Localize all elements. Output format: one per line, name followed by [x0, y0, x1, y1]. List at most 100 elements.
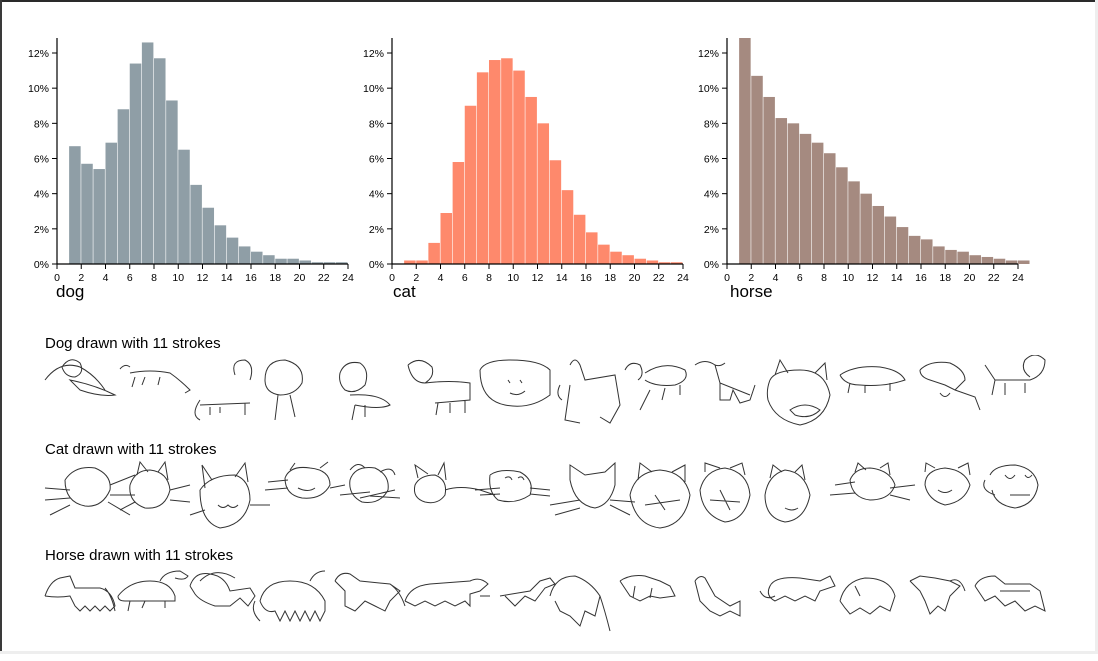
svg-text:0%: 0% — [34, 259, 49, 271]
svg-text:22: 22 — [988, 272, 1000, 284]
histogram-bar — [428, 242, 440, 264]
svg-text:0%: 0% — [704, 259, 719, 271]
histogram-bar — [489, 60, 501, 265]
histogram-bar — [1018, 260, 1030, 264]
histogram-bar — [921, 239, 933, 264]
svg-text:16: 16 — [245, 272, 257, 284]
histogram-bar — [622, 255, 634, 264]
dog-sketches — [44, 354, 1046, 426]
svg-text:12%: 12% — [698, 48, 719, 60]
svg-text:4%: 4% — [34, 189, 49, 201]
section-title-dog: Dog drawn with 11 strokes — [45, 335, 221, 352]
svg-text:24: 24 — [677, 272, 689, 284]
histogram-horse-svg: 0%2%4%6%8%10%12%0 2 4 6 8 10 12 14 16 18 20 22 24 — [698, 38, 1030, 284]
histogram-bar — [610, 251, 622, 264]
histogram-bar — [658, 262, 671, 264]
histogram-bar — [573, 214, 586, 264]
svg-text:14: 14 — [221, 272, 233, 284]
histogram-cat-svg: 0%2%4%6%8%10%12%0 2 4 6 8 10 12 14 16 18 20 22 24 — [363, 38, 689, 284]
sketch-row-horse — [40, 566, 1060, 656]
histogram-bar — [787, 123, 800, 264]
svg-text:0: 0 — [724, 272, 730, 284]
histogram-bar — [287, 258, 299, 264]
histogram-bar — [751, 75, 763, 264]
svg-text:20: 20 — [629, 272, 641, 284]
histogram-bar — [311, 262, 324, 264]
histogram-bar — [598, 244, 610, 264]
histogram-bar — [81, 163, 93, 264]
histogram-bar — [739, 38, 751, 264]
histogram-bar — [299, 260, 312, 264]
histogram-bar — [166, 100, 178, 264]
histogram-bar — [323, 262, 336, 264]
svg-text:14: 14 — [556, 272, 568, 284]
histogram-bar — [933, 246, 945, 264]
frame-right-border — [1095, 0, 1098, 654]
histogram-bar — [634, 258, 647, 264]
svg-text:4: 4 — [103, 272, 109, 284]
histogram-bar — [93, 169, 105, 264]
histogram-bar — [513, 70, 525, 264]
histogram-bar — [238, 246, 251, 264]
svg-text:12%: 12% — [28, 48, 49, 60]
histogram-bar — [501, 58, 513, 265]
histogram-bar — [464, 105, 477, 264]
svg-text:6: 6 — [797, 272, 803, 284]
histogram-bar — [525, 96, 537, 264]
svg-text:4%: 4% — [369, 189, 384, 201]
cat-sketches — [44, 460, 1039, 529]
frame-top-border — [0, 0, 1098, 2]
histogram-bar — [404, 260, 416, 264]
histogram-bar — [836, 167, 848, 264]
svg-text:2%: 2% — [369, 224, 384, 236]
svg-text:10: 10 — [507, 272, 519, 284]
svg-text:4: 4 — [773, 272, 779, 284]
histogram-bar — [872, 205, 885, 264]
histogram-bar — [670, 262, 683, 264]
svg-text:10%: 10% — [363, 83, 384, 95]
histogram-bar — [957, 251, 969, 264]
histogram-bar — [860, 193, 872, 264]
section-title-cat: Cat drawn with 11 strokes — [45, 441, 217, 458]
histogram-bar — [226, 237, 239, 264]
frame-left-border — [0, 0, 2, 654]
histogram-bar — [646, 260, 659, 264]
histogram-bar — [129, 63, 142, 264]
svg-text:4: 4 — [438, 272, 444, 284]
svg-text:8%: 8% — [369, 118, 384, 130]
histogram-bar — [178, 149, 190, 264]
svg-text:14: 14 — [891, 272, 903, 284]
histogram-bar — [452, 162, 465, 264]
histogram-bar — [440, 213, 453, 264]
histogram-dog-svg: 0%2%4%6%8%10%12%0 2 4 6 8 10 12 14 16 18 20 22 24 — [28, 38, 354, 284]
svg-text:4%: 4% — [704, 189, 719, 201]
svg-text:24: 24 — [1012, 272, 1024, 284]
histogram-bar — [848, 181, 860, 264]
svg-text:6%: 6% — [369, 154, 384, 166]
histogram-bar — [824, 153, 836, 264]
svg-text:12%: 12% — [363, 48, 384, 60]
histogram-bar — [896, 227, 909, 264]
chart-label-dog: dog — [56, 282, 85, 301]
histogram-bar — [586, 232, 598, 264]
svg-text:8: 8 — [151, 272, 157, 284]
histogram-bar — [1005, 260, 1018, 264]
svg-text:8: 8 — [486, 272, 492, 284]
svg-text:22: 22 — [318, 272, 330, 284]
histogram-bar — [561, 190, 574, 264]
histogram-bar — [799, 133, 812, 264]
chart-label-horse: horse — [730, 282, 773, 301]
svg-text:10: 10 — [842, 272, 854, 284]
histogram-dog[interactable]: 0% 2% 4% 6% 8% 10% 12% 0 2 4 6 8 10 12 14 16 18 20 22 24 do… — [20, 30, 360, 310]
frame-bottom-border — [0, 651, 1098, 654]
histogram-bar — [141, 42, 154, 265]
section-title-horse: Horse drawn with 11 strokes — [45, 547, 234, 564]
histogram-bar — [908, 235, 921, 264]
chart-label-cat: cat — [393, 282, 416, 301]
histogram-horse[interactable]: 0% 2% 4% 6% 8% 10% 12% 0 2 4 6 8 10 12 14 16 18 20 22 24 ho… — [690, 30, 1030, 310]
svg-text:8%: 8% — [704, 118, 719, 130]
svg-text:10: 10 — [172, 272, 184, 284]
histogram-bar — [763, 96, 775, 264]
histogram-cat[interactable]: 0% 2% 4% 6% 8% 10% 12% 0 2 4 6 8 10 12 14 16 18 20 22 24 ca… — [355, 30, 695, 310]
histogram-bar — [154, 58, 166, 265]
